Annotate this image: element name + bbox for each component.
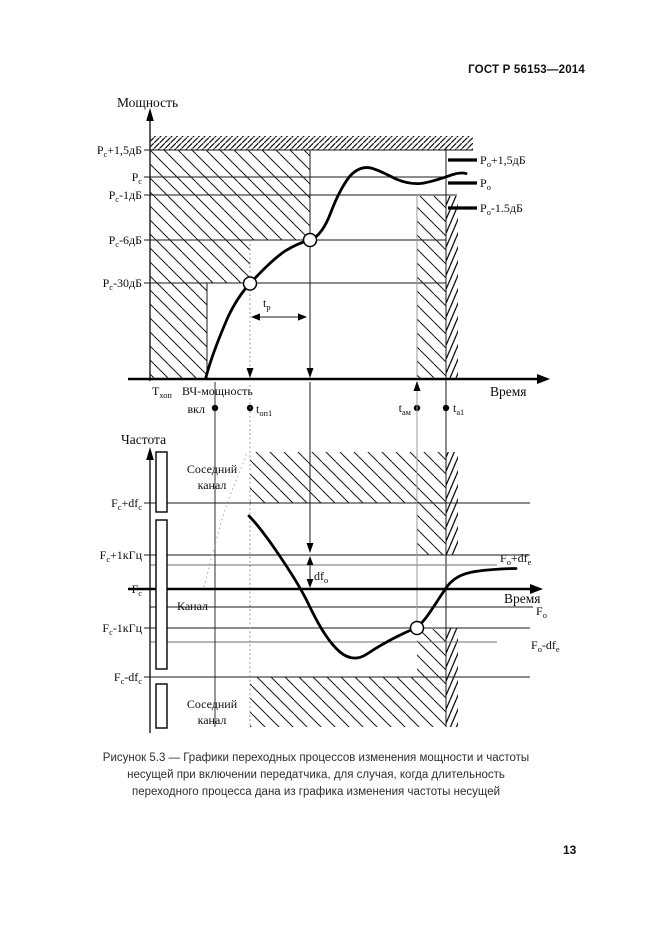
freq-top-mask-band [250, 452, 446, 503]
pc-minus-30db-point [242, 276, 258, 291]
caption-line-3: переходного процесса дана из графика изм… [131, 786, 501, 798]
caption-line-1: Рисунок 5.3 — Графики переходных процесс… [102, 752, 530, 764]
label-pc-minus-30db: Pс-30дБ [103, 276, 143, 292]
down-arrow-icon [306, 543, 314, 553]
power-axis-title: Мощность [117, 95, 178, 110]
freq-top-mask-column [417, 503, 446, 555]
label-po: Pо [480, 176, 491, 192]
axis-arrow-up-icon [146, 108, 154, 121]
label-fc-minus-dfc: Fс-dfс [114, 670, 142, 686]
label-ton1: tоп1 [256, 402, 272, 418]
freq-time-axis-title: Время [504, 591, 541, 606]
adjacent-channel-top-label-line2: канал [198, 478, 227, 492]
freq-transient-curve [247, 514, 518, 660]
down-arrow-icon [246, 368, 254, 378]
axis-arrow-right-icon [530, 584, 543, 594]
ta1-marker [442, 404, 450, 412]
down-arrow-icon [306, 368, 314, 378]
caption-line-2: несущей при включении передатчика, для с… [127, 769, 505, 781]
power-right-mask-column [417, 196, 446, 379]
up-arrow-icon [306, 556, 314, 565]
fc-minus-1khz-point [409, 620, 425, 636]
label-ta1: tа1 [453, 401, 464, 417]
label-po-plus-1-5db: Pо+1,5дБ [480, 153, 526, 169]
axis-arrow-up-icon [146, 447, 154, 460]
label-dfo: dfо [314, 569, 328, 585]
document-header: ГОСТ Р 56153—2014 [468, 64, 585, 76]
freq-axis-title: Частота [121, 432, 166, 447]
pc-minus-6db-point [302, 232, 318, 248]
page-number: 13 [563, 843, 577, 857]
label-t-hop: Tхоп [152, 384, 172, 400]
channel-label: Канал [177, 599, 208, 613]
label-rf-power: ВЧ-мощность [182, 384, 253, 398]
label-pc-minus-6db: Pс-6дБ [109, 233, 143, 249]
left-arrow-icon [251, 313, 260, 321]
adjacent-channel-bottom-label-line2: канал [198, 713, 227, 727]
adjacent-channel-top-label-line1: Соседний [187, 462, 238, 476]
label-tp: tр [263, 296, 271, 312]
frequency-chart: Частота Время Fс+dfс Fс+1кГц Fс Fс-1кГц … [100, 382, 560, 733]
axis-arrow-right-icon [537, 374, 550, 384]
label-fc-plus-dfc: Fс+dfс [111, 496, 142, 512]
label-tam: tам [399, 401, 412, 417]
label-fc-minus-1khz: Fс-1кГц [102, 621, 142, 637]
label-vkl: вкл [188, 402, 205, 416]
adjacent-channel-top-box [155, 451, 168, 513]
label-pc: Pс [132, 170, 143, 186]
power-left-mask-region [150, 150, 310, 379]
power-time-axis-title: Время [490, 384, 527, 399]
label-pc-plus-1-5db: Pс+1,5дБ [97, 143, 142, 159]
power-right-barrier [446, 196, 458, 379]
freq-bottom-mask-band [250, 677, 446, 727]
label-fo-minus-dfe: Fо-dfе [531, 638, 560, 654]
down-arrow-icon [306, 579, 314, 588]
label-fo-plus-dfe: Fо+dfе [500, 551, 532, 567]
label-fc: Fс [132, 582, 143, 598]
label-fc-plus-1khz: Fс+1кГц [100, 548, 143, 564]
label-pc-minus-1db: Pс-1дБ [109, 188, 143, 204]
adjacent-channel-bottom-label-line1: Соседний [187, 697, 238, 711]
freq-bottom-mask-column [417, 629, 446, 677]
figure-caption: Рисунок 5.3 — Графики переходных процесс… [30, 750, 602, 801]
label-fo: Fо [536, 604, 547, 620]
channel-box [155, 519, 168, 670]
up-arrow-icon [413, 381, 421, 391]
right-arrow-icon [298, 313, 307, 321]
adjacent-channel-bottom-box [155, 683, 168, 729]
power-top-limit-band [150, 136, 473, 150]
label-po-minus-1-5db: Pо-1.5дБ [480, 201, 523, 217]
